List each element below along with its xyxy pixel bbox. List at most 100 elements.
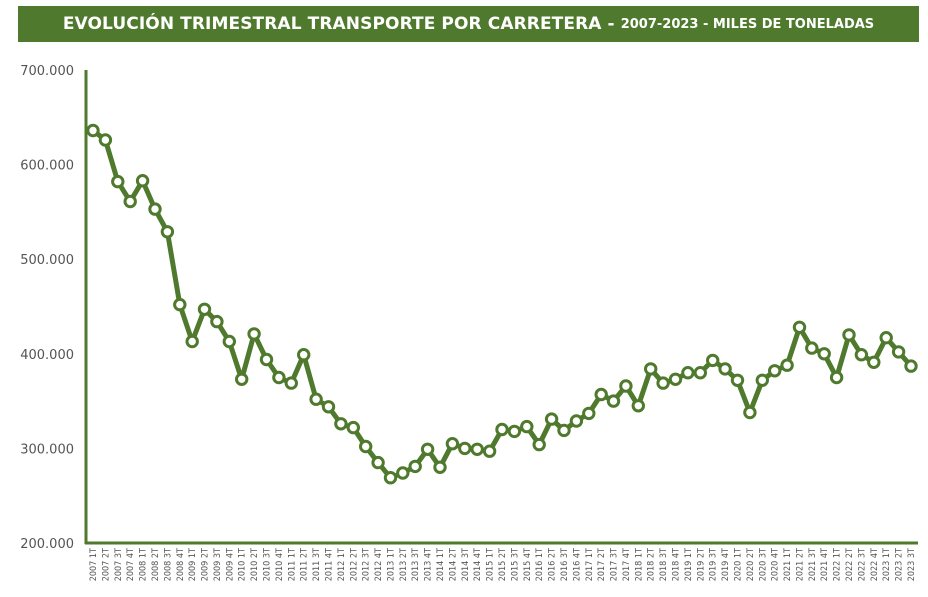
data-point <box>259 352 274 367</box>
data-point <box>706 353 720 368</box>
x-tick-label: 2016 1T <box>535 548 545 581</box>
x-tick-label: 2007 3T <box>114 548 124 581</box>
x-tick-label: 2023 1T <box>882 548 892 581</box>
x-tick-label: 2017 1T <box>585 548 595 581</box>
data-point <box>594 387 608 402</box>
data-point <box>582 406 596 421</box>
x-tick-label: 2021 1T <box>783 548 793 581</box>
data-point <box>730 373 745 387</box>
x-tick-label: 2017 4T <box>622 548 632 581</box>
x-tick-label: 2020 2T <box>746 548 756 581</box>
data-point <box>631 399 645 413</box>
x-tick-label: 2022 4T <box>870 548 880 581</box>
x-tick-label: 2011 3T <box>312 548 322 581</box>
y-tick-label: 600.000 <box>20 159 74 174</box>
x-tick-label: 2020 4T <box>771 548 781 581</box>
data-point <box>693 366 707 380</box>
x-tick-label: 2011 2T <box>300 548 310 581</box>
data-point <box>644 362 658 376</box>
data-point <box>879 331 893 345</box>
x-tick-label: 2018 3T <box>659 548 669 581</box>
x-tick-label: 2008 4T <box>176 548 186 581</box>
data-point <box>668 372 683 386</box>
x-tick-label: 2009 4T <box>225 548 235 581</box>
x-tick-label: 2021 4T <box>820 548 830 581</box>
chart-subtitle: 2007-2023 - MILES DE TONELADAS <box>620 16 875 32</box>
data-point <box>520 419 534 434</box>
x-tick-label: 2021 2T <box>795 548 805 581</box>
x-tick-label: 2017 3T <box>610 548 620 581</box>
x-tick-label: 2007 2T <box>101 548 111 581</box>
x-tick-label: 2013 1T <box>386 548 396 581</box>
data-point <box>148 202 162 216</box>
x-tick-label: 2021 3T <box>808 548 818 581</box>
y-tick-label: 300.000 <box>20 442 74 457</box>
x-tick-label: 2007 4T <box>126 548 136 581</box>
data-point <box>160 225 175 239</box>
x-tick-label: 2019 4T <box>721 548 731 581</box>
data-point <box>98 133 113 147</box>
chart-title-banner: EVOLUCIÓN TRIMESTRAL TRANSPORTE POR CARR… <box>18 6 919 42</box>
data-point <box>123 194 137 209</box>
data-point <box>681 366 695 380</box>
x-tick-label: 2007 1T <box>89 548 99 581</box>
x-tick-label: 2016 4T <box>572 548 582 581</box>
data-point <box>185 334 199 349</box>
x-tick-label: 2009 2T <box>201 548 211 581</box>
x-tick-label: 2014 2T <box>448 548 458 581</box>
data-point <box>247 327 261 341</box>
data-point <box>346 420 360 435</box>
x-tick-label: 2015 2T <box>498 548 508 581</box>
data-point <box>805 341 819 355</box>
x-tick-label: 2014 3T <box>461 548 471 581</box>
data-point <box>867 355 881 369</box>
x-tick-label: 2019 2T <box>696 548 706 581</box>
data-point <box>768 364 782 378</box>
data-point <box>297 348 311 362</box>
data-point <box>557 423 571 438</box>
data-point <box>284 376 298 390</box>
x-tick-label: 2014 4T <box>473 548 483 581</box>
x-tick-label: 2011 1T <box>287 548 297 581</box>
y-tick-label: 400.000 <box>20 348 74 363</box>
x-tick-label: 2009 3T <box>213 548 223 581</box>
data-point <box>891 345 906 359</box>
x-tick-label: 2022 2T <box>845 548 855 581</box>
data-point <box>309 392 323 406</box>
data-point <box>359 439 373 454</box>
x-tick-label: 2010 1T <box>238 548 248 581</box>
data-point <box>470 442 484 456</box>
x-tick-label: 2023 3T <box>907 548 917 581</box>
x-tick-label: 2018 2T <box>647 548 657 581</box>
x-tick-label: 2010 2T <box>250 548 260 581</box>
data-point <box>606 394 621 408</box>
data-point <box>755 373 769 387</box>
x-tick-label: 2022 3T <box>857 548 867 581</box>
x-tick-label: 2018 4T <box>672 548 682 581</box>
x-tick-label: 2012 3T <box>362 548 372 581</box>
x-tick-label: 2012 4T <box>374 548 384 581</box>
chart-title: EVOLUCIÓN TRIMESTRAL TRANSPORTE POR CARR… <box>62 14 615 34</box>
data-point <box>111 174 125 189</box>
x-tick-label: 2008 3T <box>163 548 173 581</box>
x-tick-label: 2016 3T <box>560 548 570 581</box>
data-point <box>396 466 410 480</box>
x-tick-label: 2013 3T <box>411 548 421 581</box>
y-tick-label: 200.000 <box>20 537 74 552</box>
x-tick-label: 2008 2T <box>151 548 161 581</box>
data-point <box>433 460 447 474</box>
data-point <box>507 424 522 439</box>
x-tick-label: 2010 4T <box>275 548 285 581</box>
data-point <box>792 320 807 334</box>
data-point <box>817 347 831 361</box>
data-point <box>135 174 150 188</box>
x-tick-label: 2018 1T <box>634 548 644 581</box>
data-point <box>904 359 918 373</box>
data-point <box>334 417 348 431</box>
data-point <box>383 471 398 485</box>
x-tick-label: 2010 3T <box>263 548 273 581</box>
data-point <box>197 302 212 316</box>
x-tick-label: 2013 2T <box>399 548 409 581</box>
x-tick-label: 2008 1T <box>139 548 149 581</box>
